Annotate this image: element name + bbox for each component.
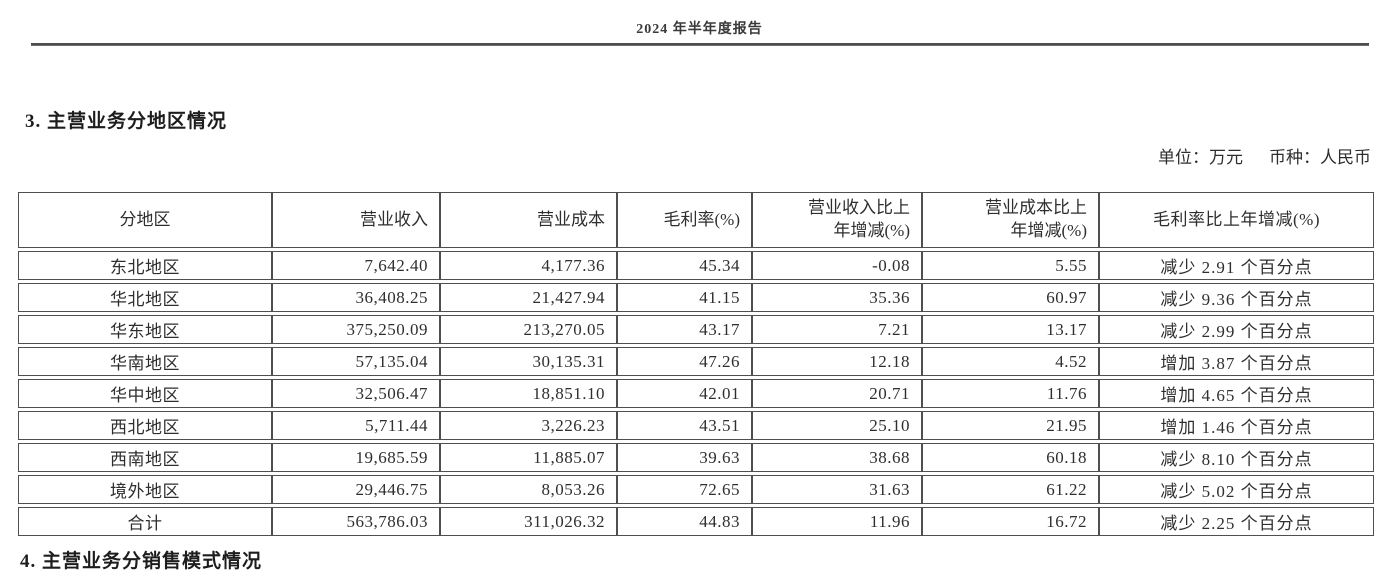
cell-gross-margin: 45.34 xyxy=(617,251,752,280)
cell-cost: 11,885.07 xyxy=(440,443,617,472)
cell-region: 境外地区 xyxy=(18,475,272,504)
table-row: 西南地区 19,685.59 11,885.07 39.63 38.68 60.18 减少 … xyxy=(18,443,1374,472)
cell-cost-yoy: 21.95 xyxy=(922,411,1099,440)
cell-gross-margin: 41.15 xyxy=(617,283,752,312)
cell-region: 西南地区 xyxy=(18,443,272,472)
cell-region: 西北地区 xyxy=(18,411,272,440)
table-row: 华东地区 375,250.09 213,270.05 43.17 7.21 13.17 减少… xyxy=(18,315,1374,344)
table-row: 华中地区 32,506.47 18,851.10 42.01 20.71 11.76 增加 … xyxy=(18,379,1374,408)
cell-cost: 30,135.31 xyxy=(440,347,617,376)
next-section-heading: 4. 主营业务分销售模式情况 xyxy=(20,551,263,572)
cell-cost-yoy: 4.52 xyxy=(922,347,1099,376)
unit-label: 单位：万元 xyxy=(1158,148,1243,167)
cell-region: 华北地区 xyxy=(18,283,272,312)
cell-revenue-yoy: 31.63 xyxy=(752,475,922,504)
cell-revenue-yoy: -0.08 xyxy=(752,251,922,280)
cell-revenue-yoy: 11.96 xyxy=(752,507,922,536)
cell-gross-margin: 43.51 xyxy=(617,411,752,440)
column-header-1: 分地区 xyxy=(18,192,272,248)
cell-cost: 311,026.32 xyxy=(440,507,617,536)
cell-cost: 8,053.26 xyxy=(440,475,617,504)
section-heading: 3. 主营业务分地区情况 xyxy=(25,111,228,132)
cell-revenue-yoy: 12.18 xyxy=(752,347,922,376)
cell-revenue-yoy: 35.36 xyxy=(752,283,922,312)
cell-revenue-yoy: 7.21 xyxy=(752,315,922,344)
cell-margin-yoy: 减少 9.36 个百分点 xyxy=(1099,283,1374,312)
cell-cost-yoy: 61.22 xyxy=(922,475,1099,504)
cell-revenue: 19,685.59 xyxy=(272,443,440,472)
column-header-5: 营业收入比上 年增减(%) xyxy=(752,192,922,248)
cell-margin-yoy: 减少 8.10 个百分点 xyxy=(1099,443,1374,472)
column-header-7: 毛利率比上年增减(%) xyxy=(1099,192,1374,248)
cell-revenue-yoy: 25.10 xyxy=(752,411,922,440)
cell-revenue-yoy: 38.68 xyxy=(752,443,922,472)
cell-region: 东北地区 xyxy=(18,251,272,280)
cell-region: 合计 xyxy=(18,507,272,536)
table-header-row: 分地区 营业收入 营业成本 毛利率(%) 营业收入比上 年增减(%) 营业成本比上 年增减… xyxy=(18,192,1374,248)
cell-cost-yoy: 16.72 xyxy=(922,507,1099,536)
table-row: 西北地区 5,711.44 3,226.23 43.51 25.10 21.95 增加 1.… xyxy=(18,411,1374,440)
cell-margin-yoy: 减少 2.91 个百分点 xyxy=(1099,251,1374,280)
column-header-6: 营业成本比上 年增减(%) xyxy=(922,192,1099,248)
table-row: 合计 563,786.03 311,026.32 44.83 11.96 16.72 减少 … xyxy=(18,507,1374,536)
cell-gross-margin: 47.26 xyxy=(617,347,752,376)
cell-gross-margin: 43.17 xyxy=(617,315,752,344)
table-row: 华南地区 57,135.04 30,135.31 47.26 12.18 4.52 增加 3… xyxy=(18,347,1374,376)
currency-label: 币种：人民币 xyxy=(1269,148,1371,167)
cell-cost-yoy: 11.76 xyxy=(922,379,1099,408)
cell-cost-yoy: 60.18 xyxy=(922,443,1099,472)
cell-region: 华中地区 xyxy=(18,379,272,408)
cell-revenue: 7,642.40 xyxy=(272,251,440,280)
cell-revenue: 57,135.04 xyxy=(272,347,440,376)
table-row: 东北地区 7,642.40 4,177.36 45.34 -0.08 5.55 减少 2.9… xyxy=(18,251,1374,280)
cell-cost: 213,270.05 xyxy=(440,315,617,344)
cell-cost-yoy: 13.17 xyxy=(922,315,1099,344)
cell-cost: 4,177.36 xyxy=(440,251,617,280)
cell-region: 华南地区 xyxy=(18,347,272,376)
column-header-4: 毛利率(%) xyxy=(617,192,752,248)
cell-revenue: 375,250.09 xyxy=(272,315,440,344)
table-row: 华北地区 36,408.25 21,427.94 41.15 35.36 60.97 减少 … xyxy=(18,283,1374,312)
region-table: 分地区 营业收入 营业成本 毛利率(%) 营业收入比上 年增减(%) 营业成本比上 年增减… xyxy=(18,189,1374,539)
cell-margin-yoy: 减少 2.25 个百分点 xyxy=(1099,507,1374,536)
cell-gross-margin: 44.83 xyxy=(617,507,752,536)
cell-margin-yoy: 减少 2.99 个百分点 xyxy=(1099,315,1374,344)
cell-revenue: 5,711.44 xyxy=(272,411,440,440)
header-rule xyxy=(30,43,1369,46)
cell-margin-yoy: 增加 3.87 个百分点 xyxy=(1099,347,1374,376)
column-header-3: 营业成本 xyxy=(440,192,617,248)
column-header-2: 营业收入 xyxy=(272,192,440,248)
cell-cost: 18,851.10 xyxy=(440,379,617,408)
cell-revenue: 36,408.25 xyxy=(272,283,440,312)
unit-note: 单位：万元 币种：人民币 xyxy=(0,143,1371,168)
cell-margin-yoy: 减少 5.02 个百分点 xyxy=(1099,475,1374,504)
table-row: 境外地区 29,446.75 8,053.26 72.65 31.63 61.22 减少 5… xyxy=(18,475,1374,504)
cell-region: 华东地区 xyxy=(18,315,272,344)
cell-cost-yoy: 60.97 xyxy=(922,283,1099,312)
document-title: 2024 年半年度报告 xyxy=(636,22,763,37)
cell-cost: 21,427.94 xyxy=(440,283,617,312)
cell-cost-yoy: 5.55 xyxy=(922,251,1099,280)
cell-revenue: 563,786.03 xyxy=(272,507,440,536)
cell-margin-yoy: 增加 1.46 个百分点 xyxy=(1099,411,1374,440)
table-body: 东北地区 7,642.40 4,177.36 45.34 -0.08 5.55 减少 2.9… xyxy=(18,251,1374,536)
cell-cost: 3,226.23 xyxy=(440,411,617,440)
cell-gross-margin: 42.01 xyxy=(617,379,752,408)
cell-revenue: 29,446.75 xyxy=(272,475,440,504)
cell-gross-margin: 39.63 xyxy=(617,443,752,472)
cell-gross-margin: 72.65 xyxy=(617,475,752,504)
cell-revenue-yoy: 20.71 xyxy=(752,379,922,408)
cell-margin-yoy: 增加 4.65 个百分点 xyxy=(1099,379,1374,408)
cell-revenue: 32,506.47 xyxy=(272,379,440,408)
